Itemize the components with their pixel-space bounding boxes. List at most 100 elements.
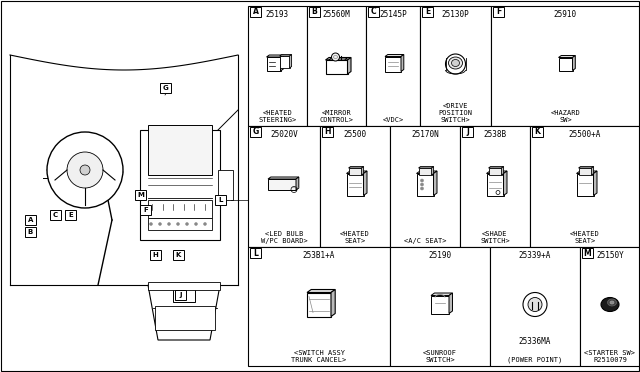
Polygon shape <box>296 177 299 190</box>
Text: <SUNROOF
SWITCH>: <SUNROOF SWITCH> <box>423 350 457 363</box>
Bar <box>148 282 220 290</box>
Text: 2538B: 2538B <box>483 130 507 139</box>
Text: L: L <box>253 248 258 257</box>
Polygon shape <box>348 58 351 74</box>
Polygon shape <box>591 167 594 175</box>
Text: 25336MA: 25336MA <box>519 337 551 346</box>
Polygon shape <box>573 55 575 71</box>
Polygon shape <box>488 168 502 175</box>
Text: B: B <box>28 229 33 235</box>
Polygon shape <box>280 55 292 56</box>
Bar <box>250 127 261 137</box>
Text: <HEATED
SEAT>: <HEATED SEAT> <box>570 231 600 244</box>
Bar <box>50 210 61 220</box>
Text: E: E <box>425 7 430 16</box>
Polygon shape <box>385 55 404 57</box>
Polygon shape <box>266 55 284 57</box>
Text: L: L <box>218 197 223 203</box>
Bar <box>135 190 146 200</box>
Polygon shape <box>502 167 504 175</box>
Polygon shape <box>268 179 296 190</box>
Polygon shape <box>419 168 431 175</box>
Bar <box>530 126 640 247</box>
Text: A: A <box>28 217 33 223</box>
Bar <box>460 126 530 247</box>
Circle shape <box>186 222 189 225</box>
Polygon shape <box>401 55 404 71</box>
Bar <box>248 6 307 126</box>
Polygon shape <box>148 285 220 340</box>
Text: B: B <box>312 7 317 16</box>
Ellipse shape <box>607 299 616 306</box>
Polygon shape <box>266 57 280 71</box>
Polygon shape <box>326 60 348 74</box>
Bar <box>65 210 76 220</box>
Bar <box>390 247 490 366</box>
Text: <STARTER SW>
R2510079: <STARTER SW> R2510079 <box>584 350 636 363</box>
Circle shape <box>150 222 152 225</box>
Bar <box>215 195 226 205</box>
Text: F: F <box>496 7 501 16</box>
Circle shape <box>75 160 95 180</box>
Bar <box>532 127 543 137</box>
Polygon shape <box>431 167 434 175</box>
Bar <box>580 247 640 366</box>
Text: 25500: 25500 <box>344 130 367 139</box>
Bar <box>582 248 593 258</box>
Circle shape <box>159 222 161 225</box>
Text: J: J <box>179 292 182 298</box>
Polygon shape <box>362 167 364 175</box>
Bar <box>175 290 186 300</box>
Text: (POWER POINT): (POWER POINT) <box>508 356 563 363</box>
Circle shape <box>420 179 424 182</box>
Bar <box>173 250 184 260</box>
Polygon shape <box>488 167 504 168</box>
Circle shape <box>177 222 179 225</box>
Circle shape <box>420 183 424 186</box>
Text: M: M <box>137 192 144 198</box>
Polygon shape <box>328 58 348 60</box>
Polygon shape <box>349 167 364 168</box>
Text: C: C <box>53 212 58 218</box>
Circle shape <box>420 187 424 190</box>
Polygon shape <box>486 173 504 196</box>
Text: 25339+A: 25339+A <box>519 251 551 260</box>
Polygon shape <box>364 171 367 196</box>
Bar <box>490 247 580 366</box>
Text: 25193: 25193 <box>266 10 289 19</box>
Text: <LED BULB
W/PC BOARD>: <LED BULB W/PC BOARD> <box>260 231 307 244</box>
Ellipse shape <box>451 60 460 67</box>
Text: H: H <box>324 128 331 137</box>
Bar <box>420 6 491 126</box>
Bar <box>366 6 420 126</box>
Polygon shape <box>504 171 507 196</box>
Polygon shape <box>385 57 401 71</box>
Bar <box>368 7 379 17</box>
Text: 25130P: 25130P <box>442 10 469 19</box>
Text: <SWITCH ASSY
TRUNK CANCEL>: <SWITCH ASSY TRUNK CANCEL> <box>291 350 347 363</box>
Polygon shape <box>289 55 292 68</box>
Bar <box>160 83 171 93</box>
Bar <box>250 7 261 17</box>
Polygon shape <box>326 58 351 60</box>
Polygon shape <box>559 55 575 58</box>
Text: <VDC>: <VDC> <box>382 117 404 123</box>
Circle shape <box>80 165 90 175</box>
Text: <HAZARD
SW>: <HAZARD SW> <box>550 110 580 123</box>
Bar <box>150 250 161 260</box>
Polygon shape <box>431 295 449 314</box>
Polygon shape <box>280 55 284 71</box>
Text: G: G <box>252 128 259 137</box>
Text: <MIRROR
CONTROL>: <MIRROR CONTROL> <box>319 110 353 123</box>
Ellipse shape <box>610 301 614 304</box>
Circle shape <box>195 222 198 225</box>
Text: 25145P: 25145P <box>379 10 407 19</box>
Bar <box>25 215 36 225</box>
Bar <box>173 288 195 302</box>
Bar <box>320 126 390 247</box>
Text: H: H <box>152 252 158 258</box>
Text: 25170N: 25170N <box>411 130 439 139</box>
Bar <box>462 127 473 137</box>
Ellipse shape <box>449 57 463 69</box>
Polygon shape <box>431 293 452 295</box>
